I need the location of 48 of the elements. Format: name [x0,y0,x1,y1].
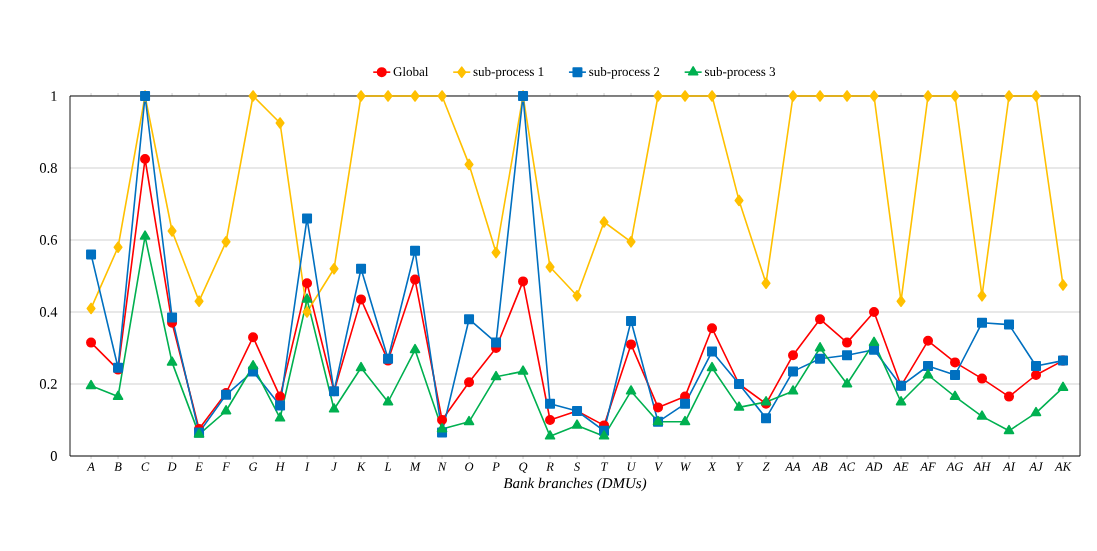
x-tick-label: S [574,462,580,471]
x-tick-label: F [222,462,230,471]
legend-label: sub-process 3 [704,66,776,79]
x-tick-label: A [86,462,95,471]
x-tick-label: M [409,462,421,471]
x-tick-label: AA [784,462,801,471]
x-tick-label: H [275,462,286,471]
x-tick-label: W [680,462,692,471]
x-tick-label: AF [919,462,936,471]
x-tick-label: G [249,462,258,471]
legend-label: sub-process 1 [473,66,544,79]
x-tick-label: N [437,462,447,471]
y-tick-label: 0.2 [39,379,57,389]
x-tick-label: L [384,462,391,471]
x-tick-label: I [304,462,310,471]
x-tick-label: AH [973,462,991,471]
x-tick-label: Z [762,462,770,471]
x-tick-label: U [627,462,637,471]
x-tick-label: Y [736,462,744,471]
x-tick-label: AB [811,462,828,471]
x-tick-label: AI [1002,462,1016,471]
x-tick-label: B [114,462,122,471]
x-tick-label: AJ [1028,462,1044,471]
y-tick-label: 0 [50,451,57,461]
x-tick-label: AC [838,462,856,471]
y-tick-label: 0.8 [39,163,57,173]
legend-label: sub-process 2 [589,66,660,79]
x-tick-label: E [195,462,203,471]
x-tick-label: AE [892,462,909,471]
x-tick-label: T [601,462,609,471]
x-tick-label: J [331,462,338,471]
x-axis-title: Bank branches (DMUs) [503,477,647,492]
legend-label: Global [393,66,429,77]
y-tick-label: 1 [51,91,57,101]
x-tick-label: D [167,462,177,471]
x-tick-label: AK [1054,462,1072,471]
x-tick-label: O [465,462,474,471]
x-tick-label: P [492,462,500,471]
x-tick-label: AD [865,462,883,471]
y-tick-label: 0.6 [39,235,58,245]
x-tick-label: AG [946,462,964,471]
x-tick-label: K [356,462,366,471]
x-tick-label: V [654,462,664,471]
x-tick-label: C [141,462,150,471]
x-tick-label: Q [519,462,528,473]
y-tick-label: 0.4 [39,307,58,317]
x-tick-label: R [546,462,554,471]
x-tick-label: X [707,462,717,471]
